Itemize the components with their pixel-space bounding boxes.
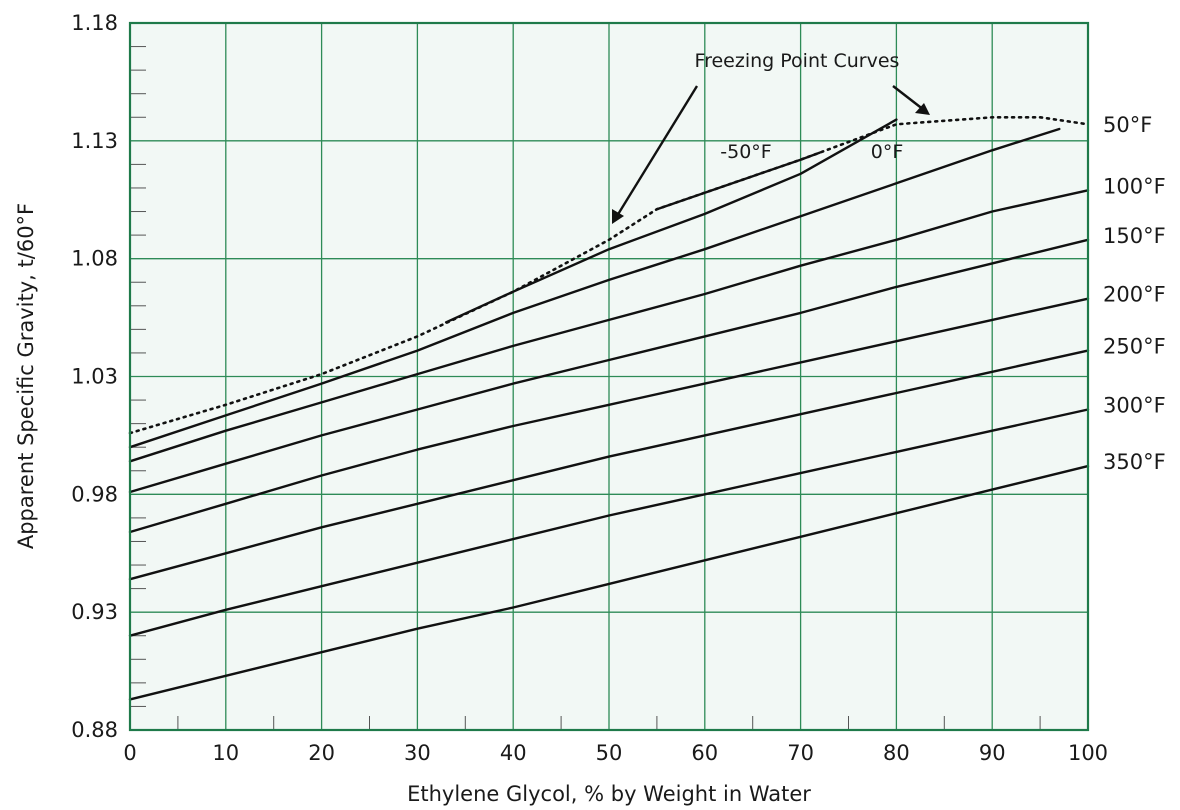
freezing-point-title: Freezing Point Curves bbox=[695, 50, 900, 72]
series-label: 100°F bbox=[1103, 174, 1166, 198]
minor-ticks bbox=[130, 46, 1041, 730]
series-label: 300°F bbox=[1103, 393, 1166, 417]
series-label: 50°F bbox=[1103, 113, 1152, 137]
x-tick-label: 50 bbox=[596, 741, 623, 765]
x-tick-label: 0 bbox=[123, 741, 136, 765]
y-tick-label: 0.93 bbox=[71, 600, 118, 624]
y-axis-title: Apparent Specific Gravity, t/60°F bbox=[14, 203, 38, 549]
x-axis-title: Ethylene Glycol, % by Weight in Water bbox=[407, 782, 811, 806]
series-label: 150°F bbox=[1103, 224, 1166, 248]
series-line bbox=[128, 464, 1090, 701]
series-line bbox=[128, 189, 1090, 463]
x-tick-label: 40 bbox=[500, 741, 527, 765]
label-0f: 0°F bbox=[871, 141, 904, 163]
freezing-point-layer bbox=[128, 116, 1090, 435]
x-tick-label: 10 bbox=[212, 741, 239, 765]
plot-frame bbox=[128, 21, 1090, 732]
arrow-right bbox=[892, 85, 930, 115]
freezing-point-curve bbox=[128, 116, 1090, 435]
x-tick-label: 20 bbox=[308, 741, 335, 765]
y-tick-labels: 0.88 0.93 0.98 1.03 1.08 1.13 1.18 bbox=[71, 11, 118, 742]
label-minus-50f: -50°F bbox=[720, 141, 771, 163]
series-line bbox=[128, 408, 1090, 637]
y-tick-label: 0.88 bbox=[71, 718, 118, 742]
curves-layer bbox=[128, 118, 1090, 701]
series-line bbox=[128, 238, 1090, 494]
series-label: 200°F bbox=[1103, 283, 1166, 307]
x-tick-labels: 0 10 20 30 40 50 60 70 80 90 100 bbox=[123, 741, 1108, 765]
y-tick-label: 1.18 bbox=[71, 11, 118, 35]
y-tick-label: 1.13 bbox=[71, 129, 118, 153]
x-tick-label: 70 bbox=[787, 741, 814, 765]
x-tick-label: 100 bbox=[1068, 741, 1108, 765]
y-tick-label: 1.08 bbox=[71, 247, 118, 271]
x-tick-label: 60 bbox=[691, 741, 718, 765]
series-label: 350°F bbox=[1103, 450, 1166, 474]
y-tick-label: 0.98 bbox=[71, 482, 118, 506]
x-tick-label: 90 bbox=[979, 741, 1006, 765]
series-line bbox=[444, 118, 898, 324]
series-line bbox=[128, 349, 1090, 581]
x-tick-label: 30 bbox=[404, 741, 431, 765]
arrow-left bbox=[612, 85, 699, 224]
series-line bbox=[128, 297, 1090, 534]
series-line bbox=[128, 127, 1061, 449]
y-tick-label: 1.03 bbox=[71, 365, 118, 389]
series-label: 250°F bbox=[1103, 335, 1166, 359]
x-tick-label: 80 bbox=[883, 741, 910, 765]
grid-layer bbox=[130, 23, 1088, 730]
series-labels: 50°F 100°F 150°F 200°F 250°F 300°F 350°F bbox=[1103, 113, 1166, 474]
